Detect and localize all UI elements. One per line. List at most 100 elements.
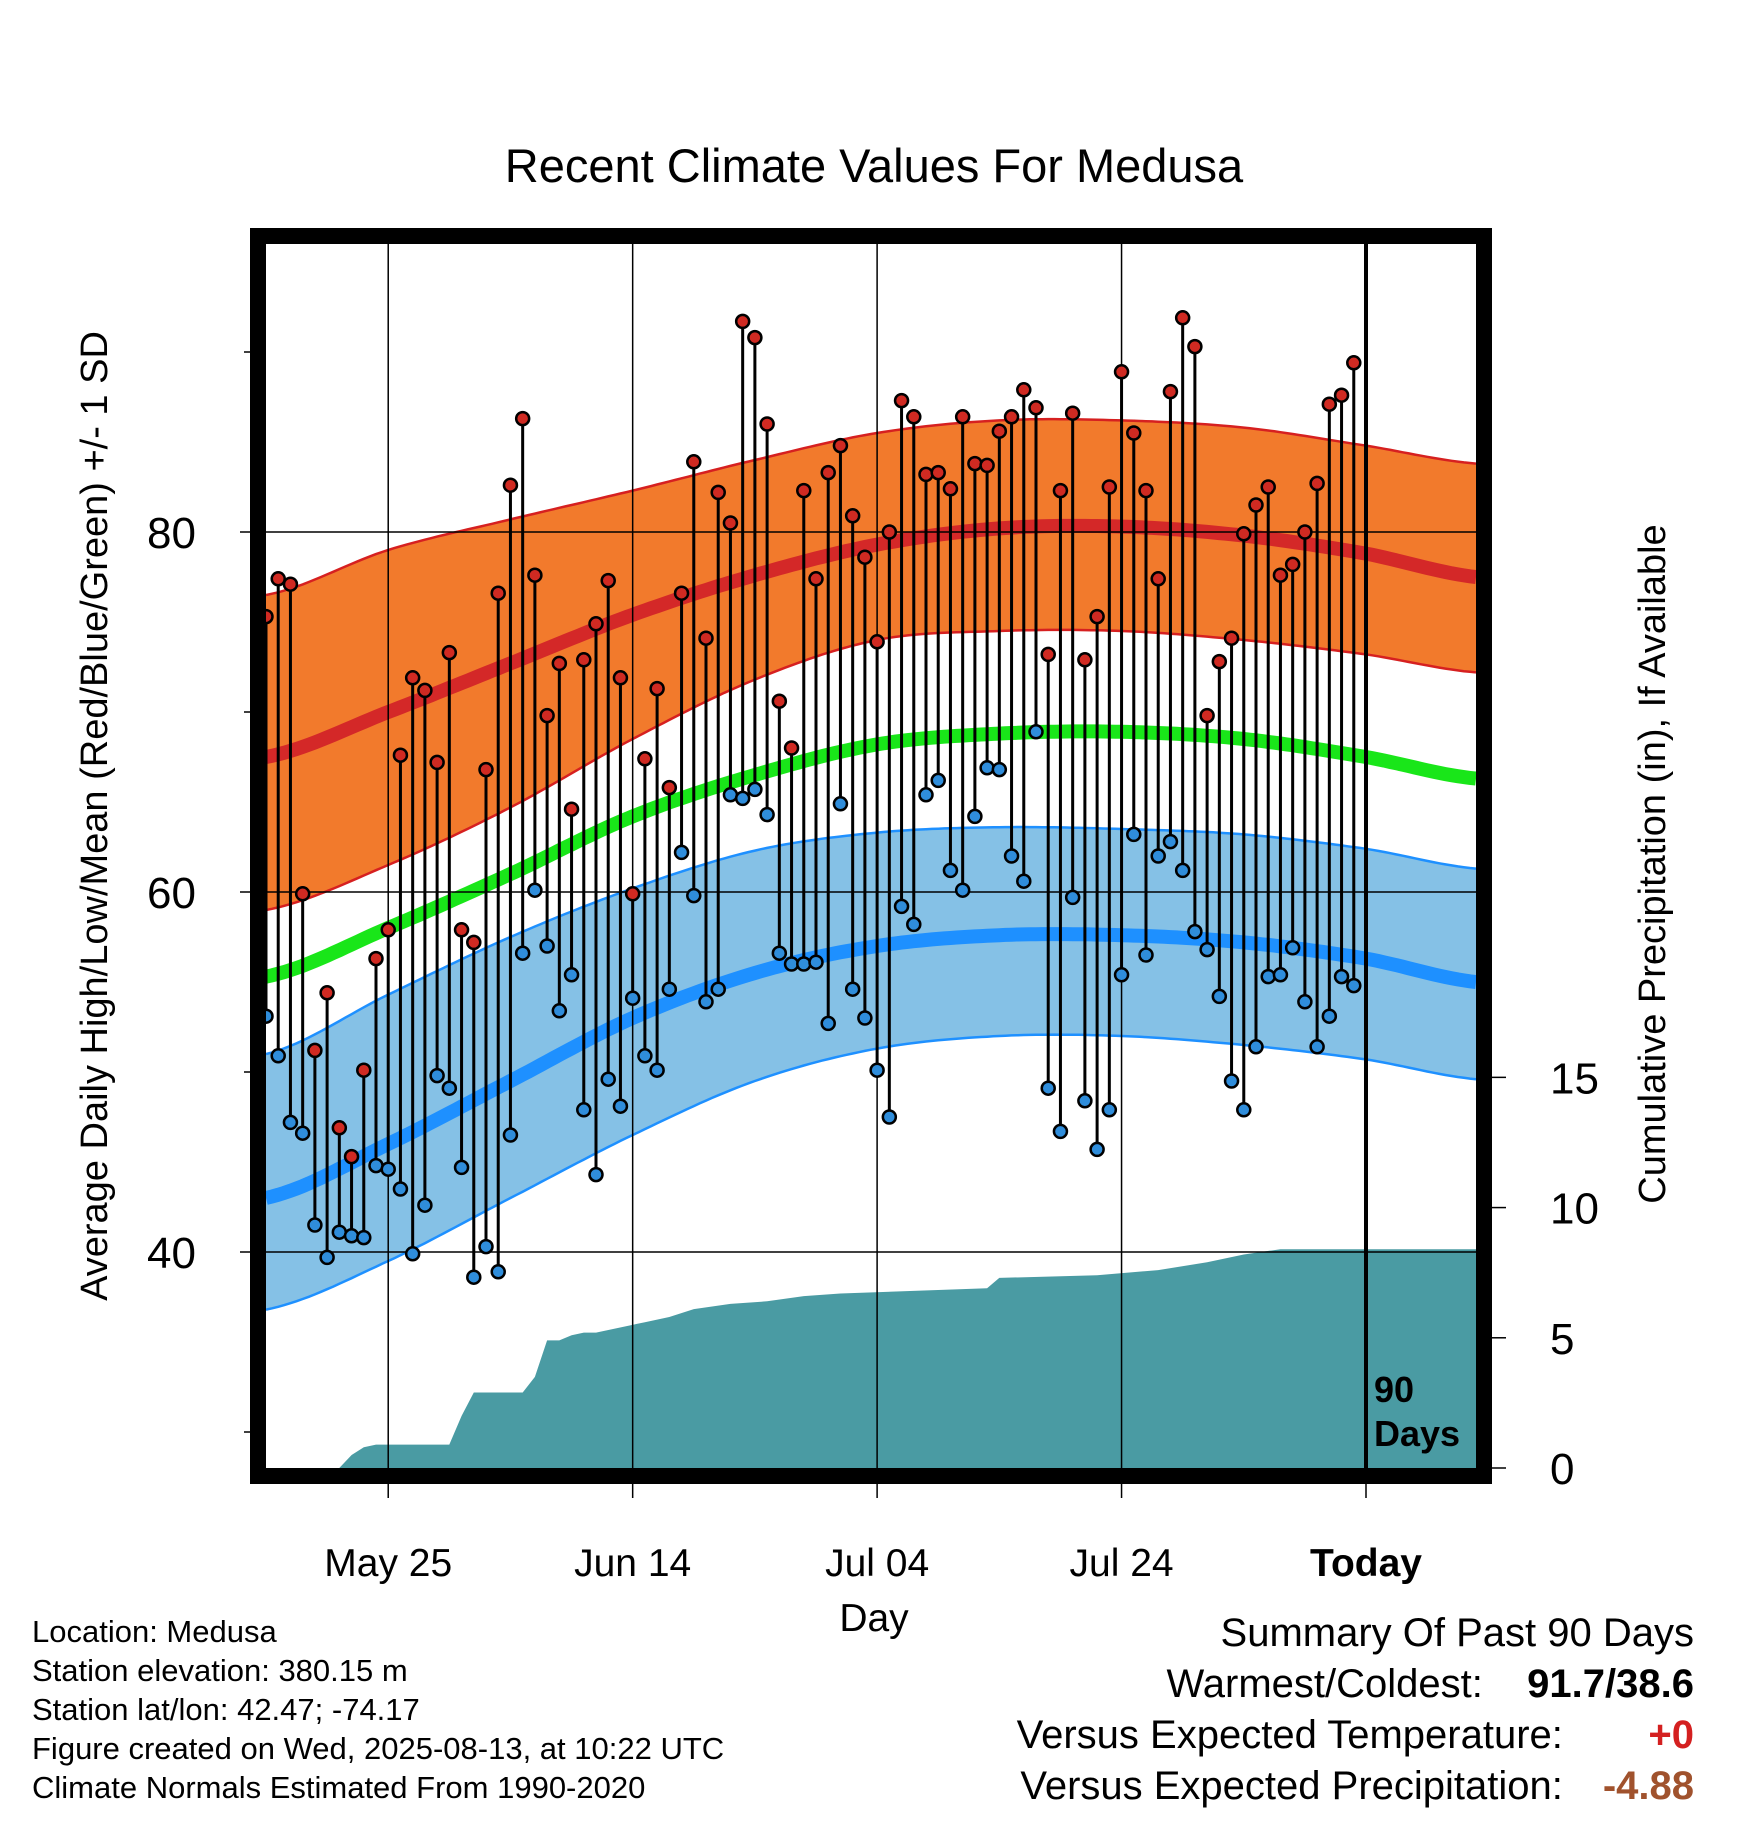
daily-high-point	[1003, 409, 1020, 425]
daily-low-point	[1138, 947, 1154, 963]
daily-high-point	[1016, 382, 1032, 398]
daily-low-point	[1174, 862, 1191, 879]
precip-value: -4.88	[1602, 1764, 1694, 1808]
daily-low-point	[698, 994, 714, 1010]
daily-high-point	[954, 409, 971, 425]
daily-low-point	[539, 938, 555, 954]
temp-value: +0	[1648, 1713, 1694, 1757]
daily-low-point	[1297, 994, 1313, 1010]
daily-high-point	[906, 409, 922, 425]
daily-high-point	[527, 567, 543, 583]
daily-low-point	[624, 990, 641, 1006]
summary-title: Summary Of Past 90 Days	[1220, 1611, 1694, 1655]
daily-high-point	[637, 751, 653, 767]
daily-low-point	[441, 1080, 458, 1096]
daily-low-point	[808, 954, 824, 970]
daily-low-point	[1077, 1093, 1093, 1109]
daily-high-point	[588, 616, 604, 632]
daily-low-point	[356, 1229, 372, 1246]
daily-high-point	[612, 670, 629, 686]
daily-low-point	[1309, 1039, 1325, 1055]
daily-low-point	[1113, 967, 1130, 983]
daily-low-point	[759, 806, 775, 823]
high-sd-band	[266, 419, 1476, 910]
daily-low-point	[1028, 724, 1044, 740]
daily-low-point	[319, 1249, 335, 1266]
precip-label: Versus Expected Precipitation:	[1020, 1764, 1563, 1808]
daily-low-point	[857, 1010, 873, 1026]
daily-high-point	[942, 481, 959, 497]
daily-high-point	[1211, 653, 1228, 670]
x-tick-label: Jul 04	[825, 1542, 929, 1585]
daily-low-point	[612, 1098, 629, 1114]
daily-high-point	[747, 329, 763, 346]
y-tick-label: 80	[147, 509, 196, 558]
daily-high-point	[404, 670, 421, 686]
daily-low-point	[453, 1159, 470, 1176]
x-tick-label: Jul 24	[1070, 1542, 1174, 1585]
daily-high-point	[832, 437, 849, 454]
y-axis-right-label: Cumulative Precipitation (in), If Availa…	[1632, 524, 1674, 1203]
daily-low-point	[551, 1003, 568, 1019]
daily-high-point	[270, 571, 286, 587]
daily-high-point	[1284, 556, 1301, 573]
daily-high-point	[1113, 364, 1130, 380]
daily-low-point	[893, 898, 910, 915]
daily-low-point	[404, 1246, 421, 1262]
daily-high-point	[686, 454, 702, 470]
daily-low-point	[844, 981, 861, 997]
daily-high-point	[710, 484, 726, 501]
daily-high-point	[624, 886, 641, 902]
daily-low-point	[1040, 1080, 1056, 1096]
daily-high-point	[1333, 387, 1350, 403]
daily-low-point	[1284, 940, 1301, 956]
precip-area	[266, 1249, 1476, 1468]
daily-high-point	[1162, 383, 1179, 400]
daily-low-point	[1333, 968, 1350, 985]
daily-low-point	[1162, 833, 1179, 850]
daily-low-point	[1064, 889, 1081, 906]
daily-high-point	[1199, 707, 1215, 724]
daily-low-point	[661, 981, 678, 997]
y-axis-label: Average Daily High/Low/Mean (Red/Blue/Gr…	[74, 331, 116, 1301]
daily-high-point	[857, 549, 873, 565]
daily-high-point	[808, 571, 824, 587]
daily-high-point	[429, 754, 445, 771]
daily-high-point	[331, 1120, 348, 1136]
daily-high-point	[771, 693, 788, 709]
daily-high-point	[661, 779, 678, 796]
daily-high-point	[1138, 482, 1154, 499]
precip-row: Versus Expected Precipitation: -4.88	[1017, 1761, 1694, 1812]
daily-low-point	[1003, 848, 1020, 864]
daily-high-point	[698, 630, 714, 646]
daily-high-point	[1236, 526, 1252, 542]
daily-low-point	[1126, 826, 1142, 843]
daily-low-point	[588, 1166, 604, 1183]
low-sd-upper-line	[266, 825, 1476, 1056]
daily-low-point	[918, 787, 934, 803]
daily-high-point	[673, 585, 690, 601]
created-text: Figure created on Wed, 2025-08-13, at 10…	[32, 1731, 725, 1766]
daily-high-point	[796, 482, 812, 499]
daily-high-point	[844, 508, 861, 524]
daily-high-point	[1126, 425, 1142, 441]
daily-high-point	[1321, 396, 1338, 412]
daily-high-point	[1187, 338, 1203, 355]
daily-low-point	[881, 1109, 898, 1125]
daily-high-point	[734, 313, 751, 330]
daily-low-point	[942, 862, 959, 879]
today-label-number: 90	[1374, 1369, 1414, 1410]
daily-low-point	[979, 760, 995, 776]
temp-label: Versus Expected Temperature:	[1016, 1713, 1563, 1757]
daily-low-point	[563, 967, 580, 983]
daily-high-point	[466, 934, 482, 951]
daily-low-point	[832, 796, 849, 812]
daily-low-point	[1052, 1123, 1069, 1140]
daily-low-point	[906, 916, 922, 933]
location-text: Location: Medusa	[32, 1614, 277, 1649]
daily-low-point	[429, 1067, 445, 1084]
daily-high-point	[294, 886, 311, 902]
daily-high-point	[282, 576, 299, 592]
daily-low-point	[796, 956, 812, 972]
